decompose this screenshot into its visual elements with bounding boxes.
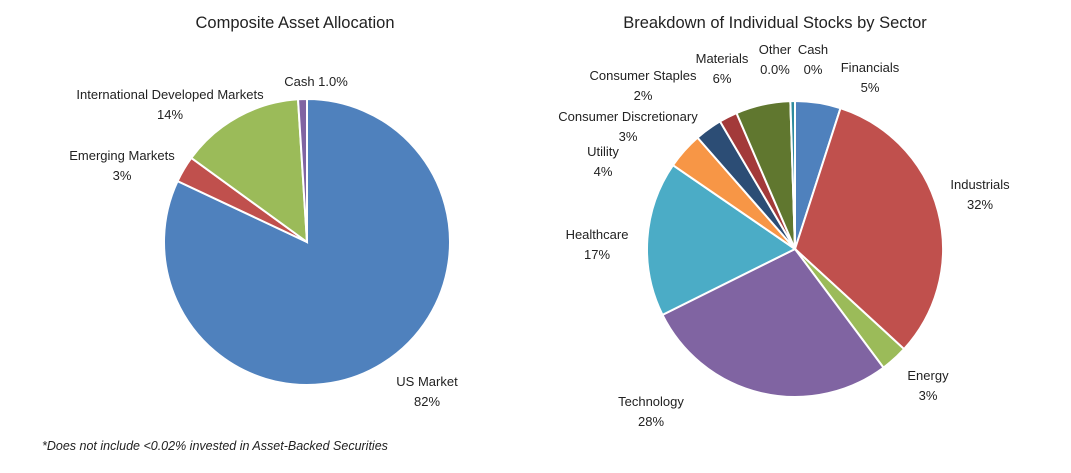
chart-2-title: Breakdown of Individual Stocks by Sector [623, 14, 927, 32]
sector-label-technology-value: 28% [638, 414, 664, 429]
sector-label-financials-value: 5% [861, 80, 880, 95]
composite-allocation-pie [163, 97, 451, 386]
sector-label-healthcare-value: 17% [584, 247, 610, 262]
sector-label-utility-value: 4% [594, 164, 613, 179]
sector-label-consumer-staples-name: Consumer Staples [590, 68, 697, 83]
composite-label-emerging-markets-value: 3% [113, 168, 132, 183]
sector-label-other-name: Other [759, 42, 792, 57]
composite-label-international-developed-markets-value: 14% [157, 107, 183, 122]
sector-label-cash-value: 0% [804, 62, 823, 77]
composite-label-international-developed-markets-name: International Developed Markets [76, 87, 264, 102]
sector-label-industrials-value: 32% [967, 197, 993, 212]
composite-label-us-market-name: US Market [396, 374, 458, 389]
sector-label-consumer-discretionary-value: 3% [619, 129, 638, 144]
sector-label-utility-name: Utility [587, 144, 619, 159]
sector-breakdown-pie [646, 99, 944, 398]
sector-slice-industrials [793, 106, 944, 351]
sector-label-materials-name: Materials [696, 51, 749, 66]
sector-slice-technology [661, 247, 885, 398]
sector-slice-cash [789, 99, 796, 250]
composite-slice-cash [296, 97, 308, 243]
sector-label-cash-name: Cash [798, 42, 828, 57]
composite-label-emerging-markets-name: Emerging Markets [69, 148, 175, 163]
footnote: *Does not include <0.02% invested in Ass… [42, 439, 388, 453]
sector-label-energy-value: 3% [919, 388, 938, 403]
composite-slice-international-developed-markets [189, 98, 309, 245]
sector-label-technology-name: Technology [618, 394, 684, 409]
sector-slice-healthcare [646, 163, 797, 317]
sector-label-industrials-name: Industrials [950, 177, 1010, 192]
sector-label-materials-value: 6% [713, 71, 732, 86]
sector-label-financials-name: Financials [841, 60, 900, 75]
composite-label-cash: Cash 1.0% [284, 74, 348, 89]
sector-label-healthcare-name: Healthcare [566, 227, 629, 242]
chart-1-title: Composite Asset Allocation [195, 14, 394, 32]
sector-label-consumer-discretionary-name: Consumer Discretionary [558, 109, 698, 124]
slice-labels: US Market 82% Emerging Markets 3% Internatio… [69, 42, 1010, 429]
composite-label-us-market-value: 82% [414, 394, 440, 409]
sector-label-consumer-staples-value: 2% [634, 88, 653, 103]
sector-label-energy-name: Energy [907, 368, 949, 383]
sector-label-other-value: 0.0% [760, 62, 790, 77]
